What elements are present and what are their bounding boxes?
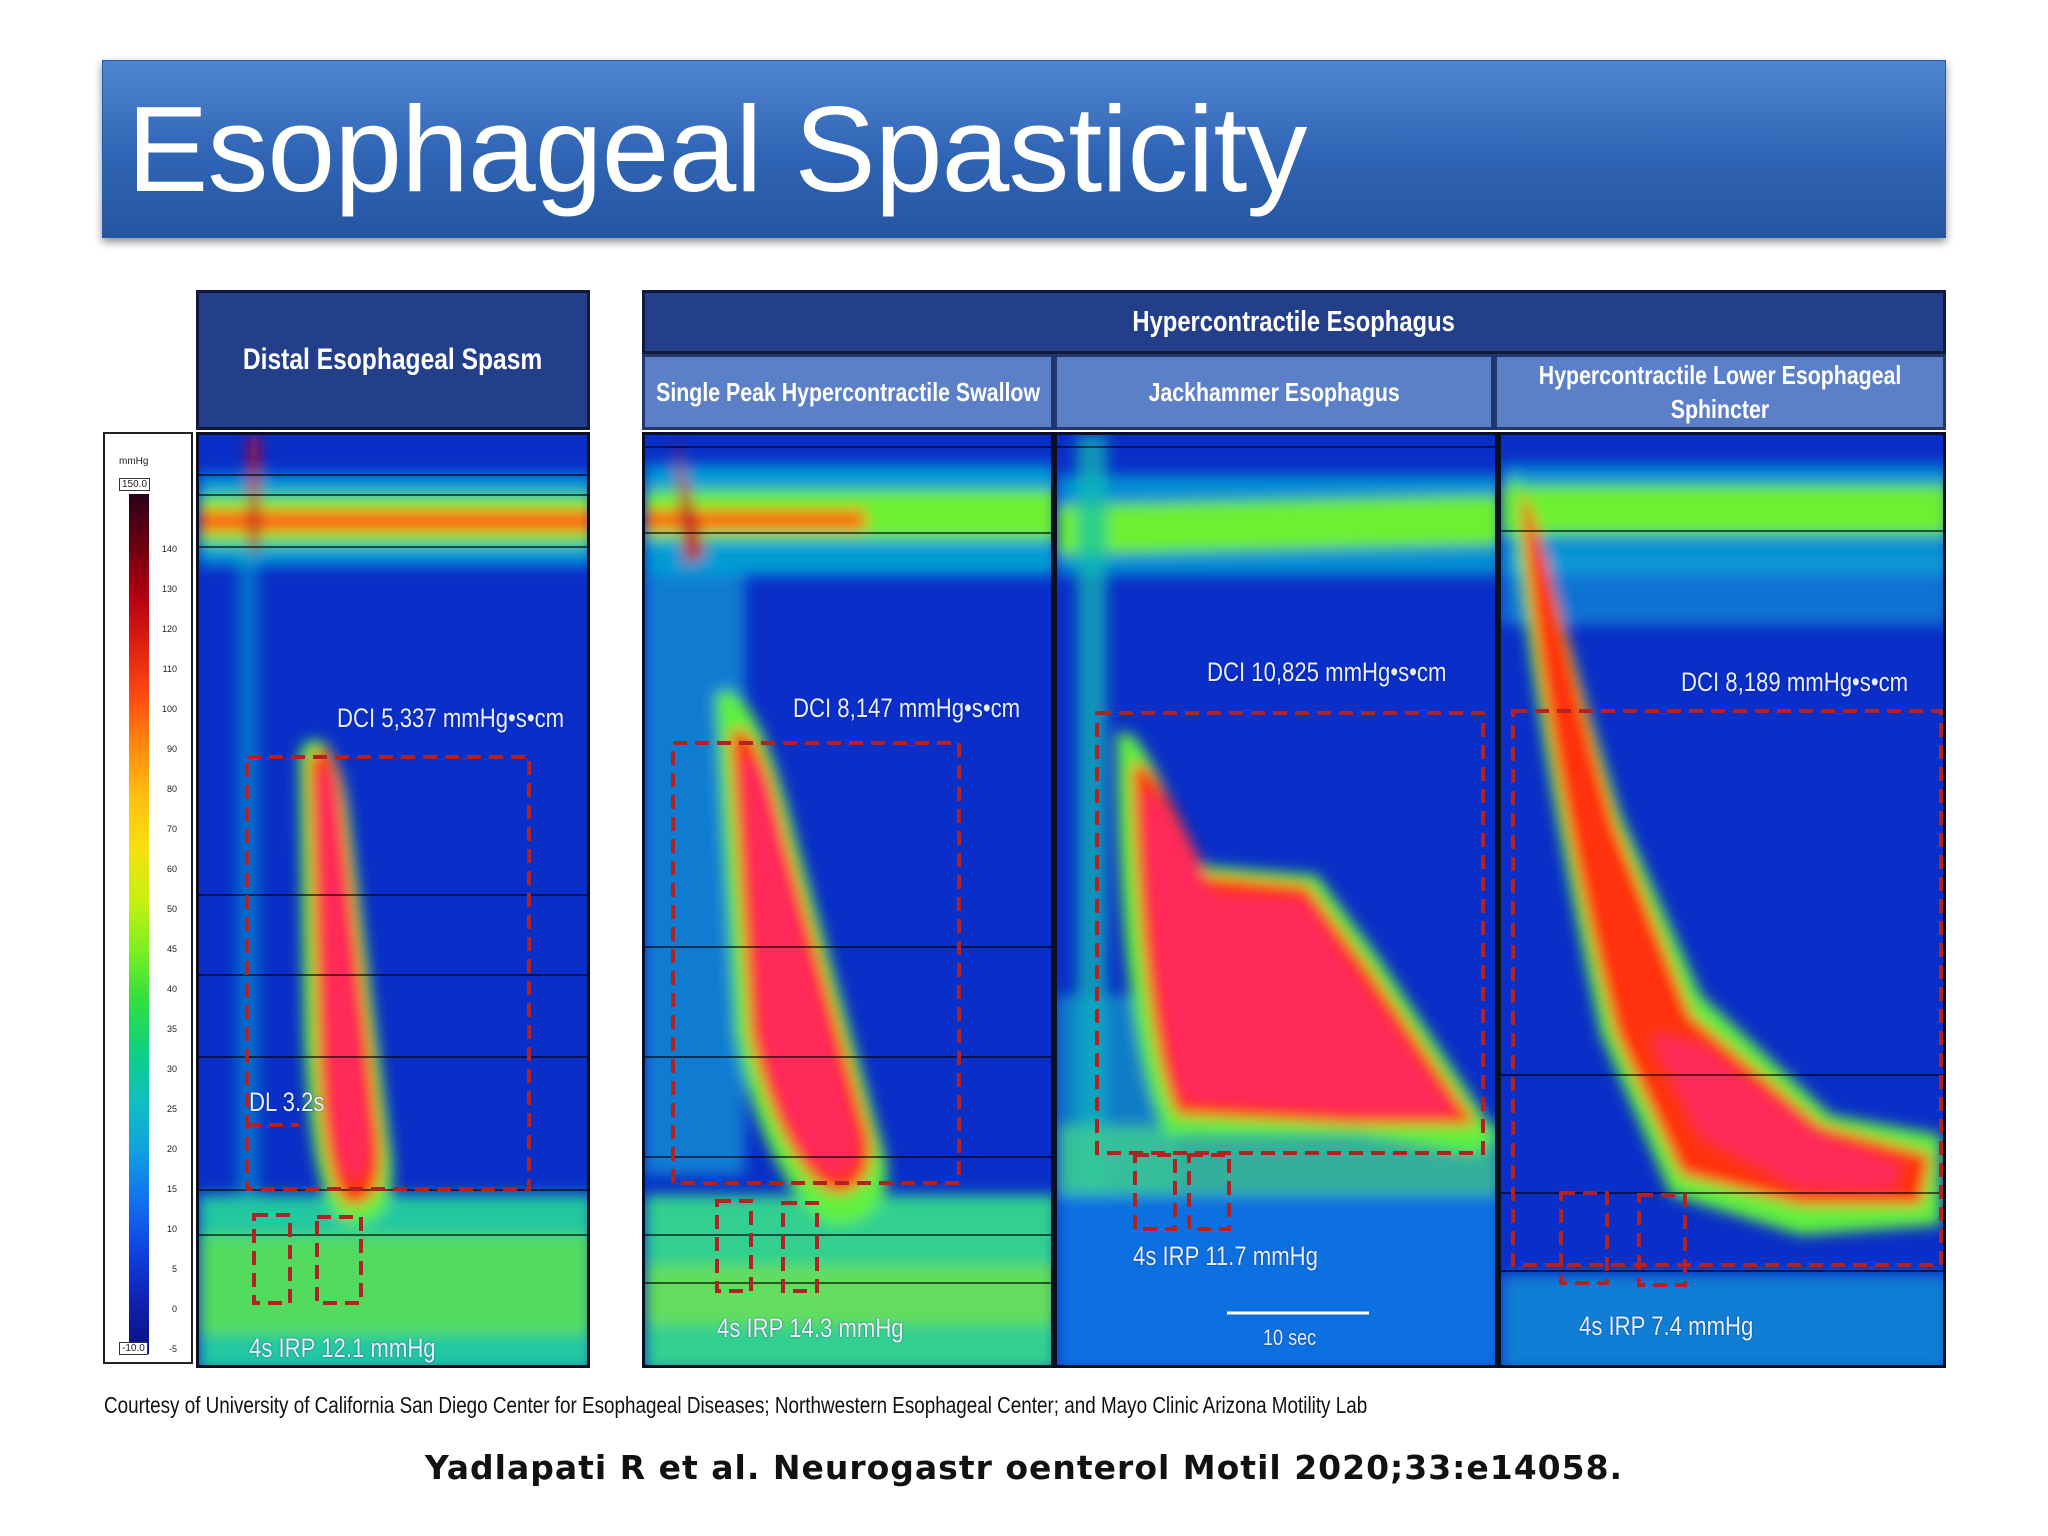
scale-min: -10.0 — [119, 1342, 148, 1355]
scale-tick-label: 90 — [166, 744, 177, 754]
scale-tick-label: 130 — [161, 584, 177, 594]
topography-plot-jackhammer — [1057, 435, 1495, 1365]
scale-tick-label: 35 — [166, 1024, 177, 1034]
jack-irp-label: 4s IRP 11.7 mmHg — [1133, 1241, 1318, 1271]
des-dci-label: DCI 5,337 mmHg•s•cm — [337, 703, 565, 733]
header-les-label-line1: Hypercontractile Lower Esophageal — [1538, 360, 1902, 390]
scale-tick-label: 20 — [166, 1144, 177, 1154]
scale-tick-label: 5 — [171, 1264, 177, 1274]
title-bar: Esophageal Spasticity — [102, 60, 1946, 238]
scale-tick-label: 80 — [166, 784, 177, 794]
scale-tick-label: 15 — [166, 1184, 177, 1194]
scale-tick-label: 60 — [166, 864, 177, 874]
topography-panel-jackhammer: DCI 10,825 mmHg•s•cm 4s IRP 11.7 mmHg 10… — [1054, 432, 1498, 1368]
scale-tick-label: 30 — [166, 1064, 177, 1074]
scale-max: 150.0 — [119, 478, 151, 491]
scale-tick-label: 140 — [161, 544, 177, 554]
scale-tick-label: 45 — [166, 944, 177, 954]
single-irp-label: 4s IRP 14.3 mmHg — [717, 1313, 904, 1343]
header-hyper-label: Hypercontractile Esophagus — [1132, 305, 1456, 338]
des-dl-label: DL 3.2s — [249, 1087, 325, 1117]
header-les-label-line2: Sphincter — [1670, 394, 1770, 424]
topography-panel-single-peak: DCI 8,147 mmHg•s•cm 4s IRP 14.3 mmHg — [642, 432, 1054, 1368]
scale-tick-label: -5 — [168, 1344, 177, 1354]
jack-time-scale-label: 10 sec — [1263, 1325, 1317, 1350]
header-jack-label: Jackhammer Esophagus — [1148, 376, 1400, 407]
header-single-peak: Single Peak Hypercontractile Swallow — [642, 354, 1054, 430]
topography-plot-single-peak — [645, 435, 1051, 1365]
des-irp-label: 4s IRP 12.1 mmHg — [249, 1333, 436, 1363]
header-des-label: Distal Esophageal Spasm — [243, 343, 543, 376]
les-dci-label: DCI 8,189 mmHg•s•cm — [1681, 667, 1909, 697]
topography-plot-hypercontractile-les — [1501, 435, 1943, 1365]
header-hypercontractile-les: Hypercontractile Lower Esophageal Sphinc… — [1494, 354, 1946, 430]
scale-tick-label: 40 — [166, 984, 177, 994]
header-distal-esophageal-spasm: Distal Esophageal Spasm — [196, 290, 590, 430]
slide-title: Esophageal Spasticity — [127, 81, 1307, 217]
scale-gradient — [129, 494, 149, 1354]
topography-panel-hypercontractile-les: DCI 8,189 mmHg•s•cm 4s IRP 7.4 mmHg — [1498, 432, 1946, 1368]
pressure-color-scale: mmHg 150.0 -10.0 140 130 120 110 100 90 80 70 60… — [103, 432, 193, 1364]
topography-plot-des — [199, 435, 587, 1365]
topography-panel-des: DCI 5,337 mmHg•s•cm DL 3.2s 4s IRP 12.1 … — [196, 432, 590, 1368]
scale-tick-label: 120 — [161, 624, 177, 634]
citation: Yadlapati R et al. Neurogastr oenterol M… — [424, 1448, 1624, 1487]
scale-tick-label: 25 — [166, 1104, 177, 1114]
courtesy-footnote: Courtesy of University of California San… — [104, 1392, 1368, 1418]
scale-unit: mmHg — [119, 456, 149, 467]
single-dci-label: DCI 8,147 mmHg•s•cm — [793, 693, 1021, 723]
les-irp-label: 4s IRP 7.4 mmHg — [1579, 1311, 1754, 1341]
scale-tick-label: 70 — [166, 824, 177, 834]
scale-tick-label: 0 — [171, 1304, 177, 1314]
scale-tick-label: 100 — [161, 704, 177, 714]
header-hypercontractile-esophagus: Hypercontractile Esophagus — [642, 290, 1946, 354]
scale-tick-label: 10 — [166, 1224, 177, 1234]
scale-tick-label: 50 — [166, 904, 177, 914]
header-jackhammer: Jackhammer Esophagus — [1054, 354, 1494, 430]
scale-tick-label: 110 — [162, 664, 177, 674]
jack-dci-label: DCI 10,825 mmHg•s•cm — [1207, 657, 1447, 687]
header-single-label: Single Peak Hypercontractile Swallow — [656, 376, 1040, 407]
